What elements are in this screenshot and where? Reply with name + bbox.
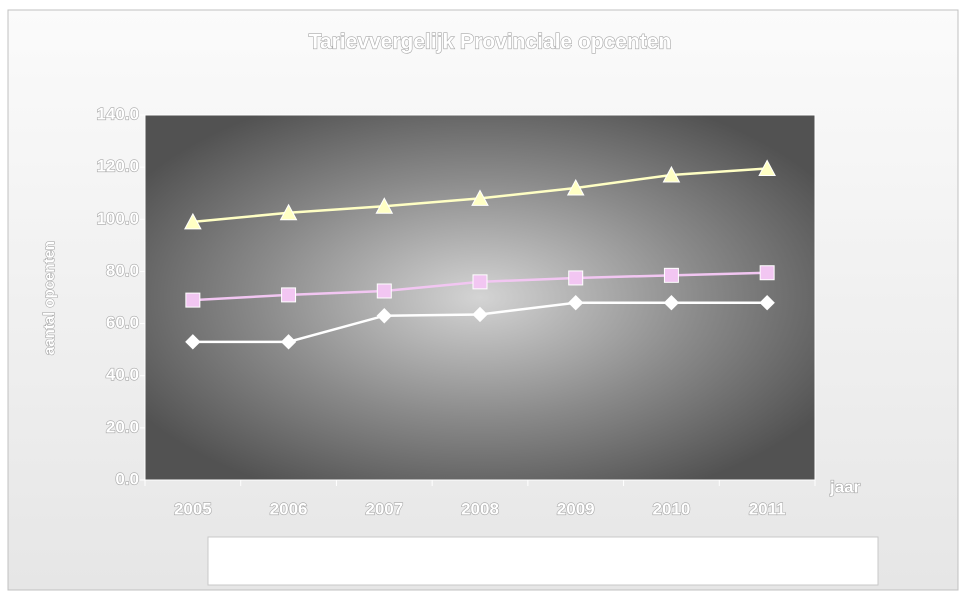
marker [471,189,489,206]
y-axis-label: aantal opcenten [41,241,58,355]
y-tick-label: 60.0 [106,313,139,332]
marker [184,212,202,230]
marker [662,165,681,183]
x-tick-label: 2011 [749,499,786,518]
marker [759,265,775,281]
y-tick-label: 0.0 [115,469,139,488]
marker [758,159,776,176]
x-tick-label: 2005 [174,499,212,518]
marker [472,274,488,290]
y-tick-label: 140.0 [96,104,139,123]
marker [472,306,488,323]
marker [185,292,201,308]
x-tick-label: 2008 [461,499,499,518]
marker [759,295,775,311]
marker [663,295,680,311]
x-tick-label: 2009 [557,499,595,518]
y-tick-label: 20.0 [106,417,139,436]
marker [185,334,201,350]
y-tick-label: 100.0 [96,209,139,228]
marker [279,203,298,221]
marker [280,334,297,350]
marker [376,283,392,299]
marker [663,267,679,283]
marker [375,197,394,214]
y-tick-label: 80.0 [106,261,139,280]
marker [281,287,297,303]
legend-box [207,536,879,586]
y-tick-label: 40.0 [106,365,139,384]
chart-title: Tarievvergelijk Provinciale opcenten [309,31,672,54]
marker [568,295,584,311]
marker [568,270,584,286]
marker [566,178,585,196]
x-tick-label: 2006 [270,499,308,518]
x-axis-label: jaar [829,477,861,496]
marker [376,308,392,324]
x-tick-label: 2007 [365,499,403,518]
y-tick-label: 120.0 [96,157,139,176]
x-tick-label: 2010 [653,499,691,518]
